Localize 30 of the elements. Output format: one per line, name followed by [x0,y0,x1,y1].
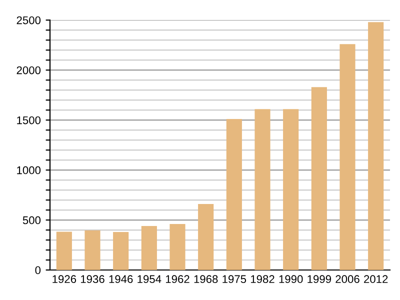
x-tick-label: 2012 [364,275,388,284]
bar [311,87,327,270]
x-tick-label: 1990 [279,275,303,284]
y-tick-label: 1000 [17,166,41,174]
x-tick-label: 1982 [250,275,274,284]
x-tick-label: 1936 [80,275,104,284]
x-tick-label: 1954 [138,275,162,284]
x-tick-label: 1975 [222,275,246,284]
x-tick-label: 2006 [336,275,360,284]
bar [113,232,129,270]
bar [84,230,100,270]
bar [340,44,356,270]
y-tick-label: 0 [35,266,41,274]
x-tick-label: 1999 [308,275,331,284]
bar [170,224,186,270]
bar [226,119,242,270]
bar [56,232,72,270]
bar [368,22,384,270]
x-tick-label: 1926 [52,275,76,284]
bar [254,109,270,270]
y-tick-label: 2000 [16,66,41,74]
x-tick-label: 1962 [166,275,190,284]
y-tick-label: 500 [22,216,41,224]
x-tick-label: 1946 [109,275,133,284]
x-tick-label: 1968 [194,275,218,284]
bar [198,204,214,270]
y-tick-label: 1500 [17,116,41,124]
bar [141,226,157,270]
y-tick-label: 2500 [16,16,41,24]
bar [283,109,299,270]
